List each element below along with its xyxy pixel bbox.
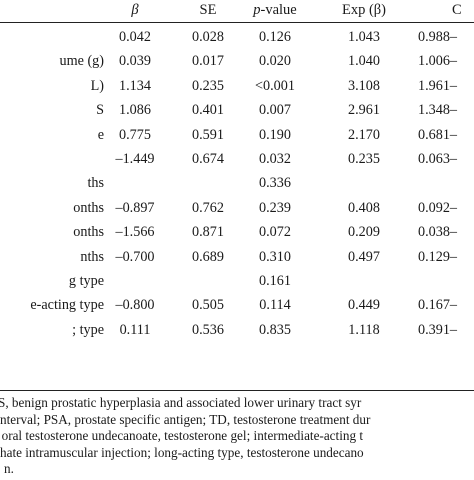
cell-p: 0.007: [259, 102, 291, 119]
cell-se: 0.028: [192, 29, 224, 45]
cell-exp: 2.170: [348, 126, 380, 143]
cell-p: 0.072: [259, 224, 291, 241]
cell-exp: 0.209: [348, 224, 380, 241]
cell-se: 0.505: [192, 297, 224, 314]
cell-se: 0.591: [192, 126, 224, 143]
cell-ci: 0.167–: [418, 297, 458, 314]
cell-exp: 0.235: [348, 151, 380, 167]
header-beta: β: [131, 2, 139, 18]
cell-exp: 0.497: [348, 248, 380, 265]
cell-p: 0.161: [259, 273, 291, 289]
header-exp-beta: Exp (β): [341, 2, 387, 18]
cell-se: 0.235: [192, 77, 224, 94]
row-label: onths: [73, 224, 104, 241]
cell-p: 0.310: [259, 248, 291, 265]
cell-ci: 0.391–: [418, 321, 458, 338]
cell-se: 0.674: [192, 151, 224, 167]
cell-beta: 0.111: [119, 321, 151, 338]
cell-beta: –0.897: [115, 199, 155, 216]
cell-ci: 1.961–: [418, 77, 458, 94]
cell-p: 0.126: [259, 29, 291, 45]
cell-p: 0.032: [259, 151, 291, 167]
cell-se: 0.017: [192, 53, 224, 70]
cell-beta: 0.042: [119, 29, 151, 45]
cell-beta: –0.800: [115, 297, 155, 314]
cell-exp: 0.449: [348, 297, 380, 314]
footnote-line: S, benign prostatic hyperplasia and asso…: [0, 395, 362, 410]
footnote-line: , oral testosterone undecanoate, testost…: [0, 428, 364, 443]
table-top-rule: [0, 22, 474, 23]
cell-ci: 0.092–: [418, 199, 458, 216]
footnote-line: hate intramuscular injection; long-actin…: [0, 444, 364, 460]
row-label: ths: [87, 175, 104, 192]
cell-beta: 0.775: [119, 126, 151, 143]
header-p-rest: -value: [260, 2, 297, 18]
cell-beta: 1.134: [119, 77, 151, 94]
cell-ci: 0.988–: [418, 29, 458, 45]
row-label: L): [90, 77, 104, 94]
header-p-italic: p: [253, 2, 261, 18]
row-label: e: [97, 126, 104, 143]
cell-ci: 0.681–: [418, 126, 458, 143]
cell-beta: –1.449: [115, 151, 155, 167]
cell-ci: 1.348–: [418, 102, 458, 119]
cell-p: 0.835: [259, 321, 291, 338]
cell-exp: 1.118: [348, 321, 380, 338]
cell-ci: 0.038–: [418, 224, 458, 241]
cell-p: 0.020: [259, 53, 291, 70]
cell-p: 0.114: [259, 297, 291, 314]
cell-se: 0.689: [192, 248, 224, 265]
cell-beta: –0.700: [115, 248, 155, 265]
cell-ci: 1.006–: [418, 53, 458, 70]
cell-p: 0.239: [259, 199, 291, 216]
cell-ci: 0.129–: [418, 248, 458, 265]
table-bottom-rule: [0, 390, 474, 391]
cell-exp: 1.040: [348, 53, 380, 70]
row-label: g type: [68, 273, 104, 289]
row-label: onths: [73, 199, 104, 216]
footnote-line: n.: [4, 461, 14, 476]
cell-exp: 1.043: [348, 29, 380, 45]
cell-se: 0.871: [192, 224, 224, 241]
row-label: S: [96, 102, 104, 119]
cell-ci: 0.063–: [418, 151, 458, 167]
cell-beta: 0.039: [119, 53, 151, 70]
row-label: ume (g): [59, 53, 104, 70]
header-se: SE: [199, 2, 217, 18]
header-p-value: p-value: [240, 1, 310, 19]
cell-p: 0.336: [259, 175, 291, 192]
cell-beta: –1.566: [115, 224, 155, 241]
cell-beta: 1.086: [119, 102, 151, 119]
footnote-line: nterval; PSA, prostate specific antigen;…: [0, 411, 371, 427]
row-label: nths: [80, 248, 104, 265]
row-label: e-acting type: [30, 297, 104, 314]
header-ci: C: [452, 2, 462, 18]
cell-se: 0.401: [192, 102, 224, 119]
cell-exp: 0.408: [348, 199, 380, 216]
cell-se: 0.536: [192, 321, 224, 338]
cell-p: 0.190: [259, 126, 291, 143]
cell-p: <0.001: [255, 77, 295, 94]
cell-se: 0.762: [192, 199, 224, 216]
cell-exp: 3.108: [348, 77, 380, 94]
row-label: ; type: [72, 321, 104, 338]
cell-exp: 2.961: [348, 102, 380, 119]
